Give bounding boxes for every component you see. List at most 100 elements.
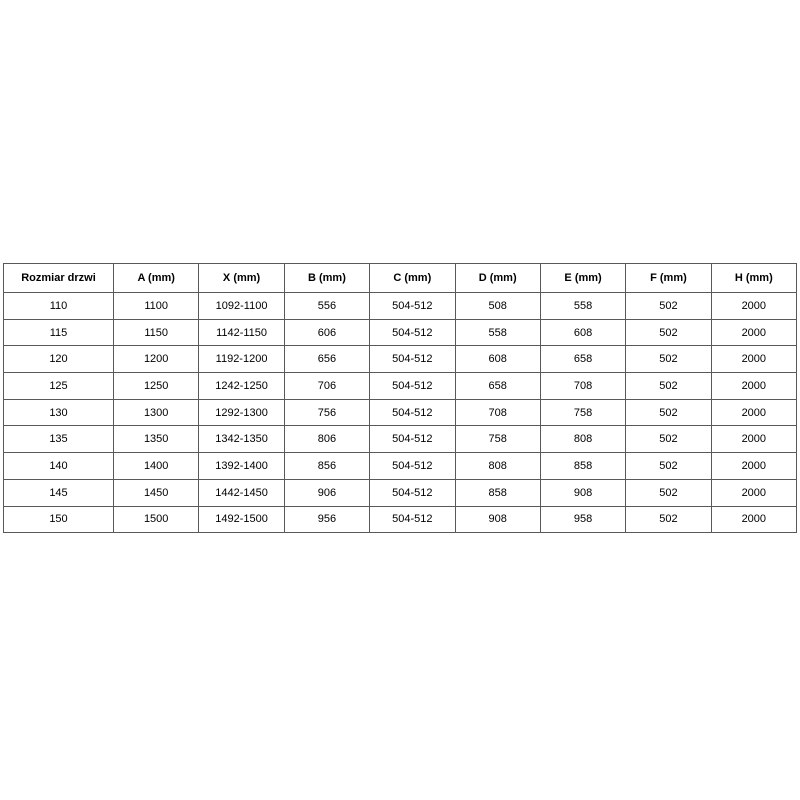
table-cell: 502 — [625, 318, 712, 347]
table-cell: 2000 — [710, 425, 798, 454]
table-cell: 1192-1200 — [198, 345, 285, 374]
table-cell: 504-512 — [369, 452, 456, 480]
table-cell: 504-512 — [369, 345, 456, 374]
table-cell: 1142-1150 — [198, 318, 285, 347]
table-header: Rozmiar drzwi A (mm) X (mm) B (mm) C (mm… — [3, 263, 798, 293]
table-header-row: Rozmiar drzwi A (mm) X (mm) B (mm) C (mm… — [3, 263, 798, 293]
table-cell: 1292-1300 — [198, 398, 285, 427]
table-cell: 2000 — [710, 292, 798, 320]
table-cell: 2000 — [710, 398, 798, 427]
table-cell: 1092-1100 — [198, 292, 285, 320]
table-cell: 556 — [283, 292, 371, 320]
table-cell: 656 — [283, 345, 371, 374]
table-cell: 502 — [625, 345, 712, 374]
table-cell: 2000 — [710, 345, 798, 374]
table-cell: 706 — [283, 372, 371, 400]
table-row: 145 1450 1442-1450 906 504-512 858 908 502 2000 — [3, 478, 798, 507]
table-cell: 1200 — [112, 345, 200, 374]
table-cell: 135 — [3, 425, 114, 454]
table-cell: 858 — [454, 478, 541, 507]
table-row: 115 1150 1142-1150 606 504-512 558 608 502 2000 — [3, 318, 798, 347]
table-cell: 1400 — [112, 452, 200, 480]
column-header-b-mm: B (mm) — [283, 263, 371, 293]
table-cell: 125 — [3, 372, 114, 400]
table-cell: 1250 — [112, 372, 200, 400]
table-cell: 504-512 — [369, 292, 456, 320]
table-cell: 558 — [539, 292, 627, 320]
table-cell: 856 — [283, 452, 371, 480]
table-cell: 1242-1250 — [198, 372, 285, 400]
table-cell: 658 — [539, 345, 627, 374]
table-cell: 115 — [3, 318, 114, 347]
table-cell: 1342-1350 — [198, 425, 285, 454]
table-cell: 1450 — [112, 478, 200, 507]
table-cell: 145 — [3, 478, 114, 507]
table-cell: 504-512 — [369, 478, 456, 507]
table-cell: 2000 — [710, 452, 798, 480]
table-cell: 508 — [454, 292, 541, 320]
table-cell: 808 — [454, 452, 541, 480]
table-cell: 758 — [539, 398, 627, 427]
table-cell: 956 — [283, 505, 371, 534]
column-header-rozmiar-drzwi: Rozmiar drzwi — [3, 263, 114, 293]
table-cell: 502 — [625, 425, 712, 454]
door-size-spec-table: Rozmiar drzwi A (mm) X (mm) B (mm) C (mm… — [3, 263, 798, 534]
table-cell: 504-512 — [369, 398, 456, 427]
table-cell: 708 — [454, 398, 541, 427]
table-cell: 2000 — [710, 372, 798, 400]
table-cell: 606 — [283, 318, 371, 347]
table-cell: 504-512 — [369, 505, 456, 534]
table-cell: 1500 — [112, 505, 200, 534]
table-cell: 958 — [539, 505, 627, 534]
table-cell: 502 — [625, 505, 712, 534]
table-cell: 504-512 — [369, 425, 456, 454]
table-cell: 558 — [454, 318, 541, 347]
table-row: 125 1250 1242-1250 706 504-512 658 708 502 2000 — [3, 372, 798, 400]
table-cell: 908 — [454, 505, 541, 534]
table-cell: 140 — [3, 452, 114, 480]
table-cell: 502 — [625, 292, 712, 320]
column-header-f-mm: F (mm) — [625, 263, 712, 293]
column-header-x-mm: X (mm) — [198, 263, 285, 293]
table-cell: 806 — [283, 425, 371, 454]
table-cell: 130 — [3, 398, 114, 427]
table-cell: 502 — [625, 478, 712, 507]
table-cell: 502 — [625, 398, 712, 427]
table-cell: 502 — [625, 452, 712, 480]
table-cell: 658 — [454, 372, 541, 400]
table-row: 150 1500 1492-1500 956 504-512 908 958 502 2000 — [3, 505, 798, 534]
table-cell: 708 — [539, 372, 627, 400]
table-cell: 906 — [283, 478, 371, 507]
table-cell: 1100 — [112, 292, 200, 320]
table-cell: 2000 — [710, 318, 798, 347]
table-row: 130 1300 1292-1300 756 504-512 708 758 502 2000 — [3, 398, 798, 427]
table-cell: 2000 — [710, 478, 798, 507]
table-cell: 908 — [539, 478, 627, 507]
table-cell: 756 — [283, 398, 371, 427]
table-row: 140 1400 1392-1400 856 504-512 808 858 502 2000 — [3, 452, 798, 480]
column-header-d-mm: D (mm) — [454, 263, 541, 293]
column-header-a-mm: A (mm) — [112, 263, 200, 293]
table-cell: 120 — [3, 345, 114, 374]
table-body: 110 1100 1092-1100 556 504-512 508 558 502 2000 1… — [3, 292, 798, 534]
table-cell: 502 — [625, 372, 712, 400]
table-cell: 1392-1400 — [198, 452, 285, 480]
table-cell: 608 — [539, 318, 627, 347]
table-cell: 608 — [454, 345, 541, 374]
table-row: 110 1100 1092-1100 556 504-512 508 558 502 2000 — [3, 292, 798, 320]
table-cell: 1442-1450 — [198, 478, 285, 507]
column-header-h-mm: H (mm) — [710, 263, 798, 293]
table-cell: 2000 — [710, 505, 798, 534]
column-header-e-mm: E (mm) — [539, 263, 627, 293]
column-header-c-mm: C (mm) — [369, 263, 456, 293]
table-cell: 150 — [3, 505, 114, 534]
table-cell: 758 — [454, 425, 541, 454]
table-cell: 1150 — [112, 318, 200, 347]
table-cell: 1492-1500 — [198, 505, 285, 534]
table-cell: 1350 — [112, 425, 200, 454]
table-cell: 504-512 — [369, 318, 456, 347]
table-cell: 1300 — [112, 398, 200, 427]
table-cell: 504-512 — [369, 372, 456, 400]
table-row: 120 1200 1192-1200 656 504-512 608 658 502 2000 — [3, 345, 798, 374]
